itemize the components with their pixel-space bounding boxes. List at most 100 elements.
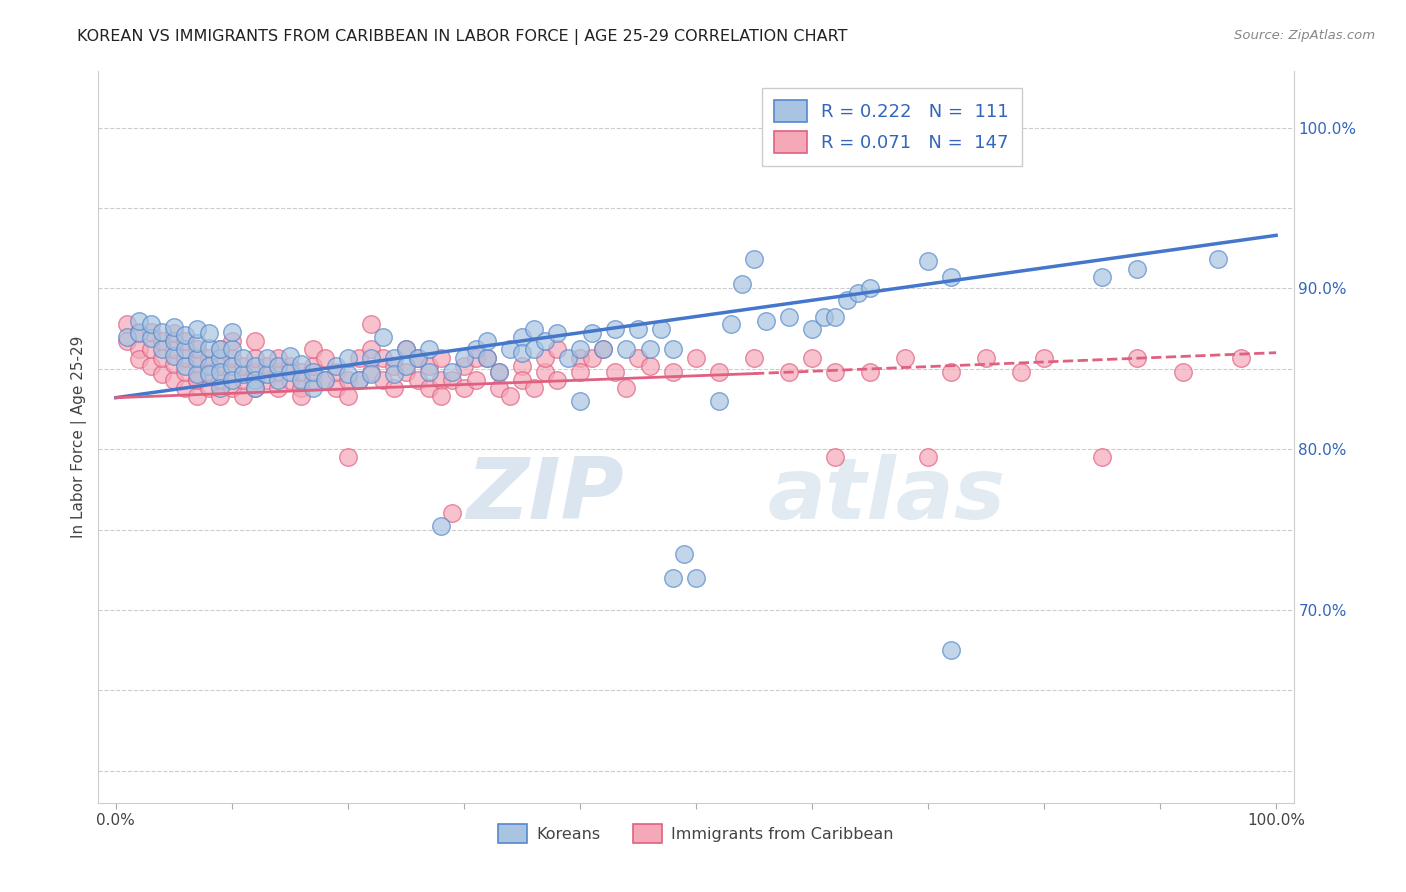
- Point: [256, 373, 278, 387]
- Point: [418, 359, 440, 373]
- Point: [395, 365, 418, 379]
- Point: [709, 393, 731, 408]
- Point: [661, 343, 683, 357]
- Point: [232, 389, 254, 403]
- Point: [163, 357, 186, 371]
- Point: [360, 351, 382, 365]
- Point: [209, 351, 232, 365]
- Point: [614, 343, 637, 357]
- Point: [1010, 365, 1032, 379]
- Point: [186, 343, 208, 357]
- Point: [209, 343, 232, 357]
- Point: [163, 373, 186, 387]
- Point: [221, 343, 243, 357]
- Point: [278, 349, 301, 363]
- Point: [128, 325, 150, 339]
- Point: [395, 359, 418, 373]
- Point: [475, 351, 498, 365]
- Point: [349, 373, 371, 387]
- Point: [150, 367, 173, 381]
- Point: [209, 381, 232, 395]
- Point: [720, 317, 742, 331]
- Point: [336, 450, 359, 465]
- Point: [371, 351, 394, 365]
- Point: [221, 334, 243, 349]
- Point: [813, 310, 835, 325]
- Point: [267, 359, 290, 373]
- Point: [546, 326, 568, 341]
- Point: [382, 359, 405, 373]
- Point: [150, 334, 173, 349]
- Point: [581, 326, 603, 341]
- Point: [395, 343, 418, 357]
- Point: [406, 351, 429, 365]
- Point: [243, 359, 266, 373]
- Point: [278, 365, 301, 379]
- Legend: Koreans, Immigrants from Caribbean: Koreans, Immigrants from Caribbean: [492, 817, 900, 850]
- Point: [441, 365, 464, 379]
- Point: [186, 373, 208, 387]
- Point: [221, 359, 243, 373]
- Point: [534, 351, 557, 365]
- Point: [488, 365, 510, 379]
- Point: [174, 381, 197, 395]
- Point: [1206, 252, 1229, 267]
- Point: [336, 389, 359, 403]
- Point: [163, 320, 186, 334]
- Point: [186, 351, 208, 365]
- Point: [418, 365, 440, 379]
- Text: atlas: atlas: [768, 454, 1005, 537]
- Point: [429, 373, 451, 387]
- Point: [302, 381, 325, 395]
- Point: [243, 351, 266, 365]
- Point: [186, 389, 208, 403]
- Point: [592, 343, 614, 357]
- Point: [243, 334, 266, 349]
- Point: [510, 359, 533, 373]
- Point: [232, 351, 254, 365]
- Point: [894, 351, 917, 365]
- Point: [778, 365, 800, 379]
- Point: [209, 365, 232, 379]
- Point: [209, 343, 232, 357]
- Point: [406, 351, 429, 365]
- Point: [290, 381, 312, 395]
- Point: [221, 325, 243, 339]
- Point: [150, 325, 173, 339]
- Point: [243, 381, 266, 395]
- Point: [197, 359, 219, 373]
- Point: [128, 352, 150, 367]
- Point: [441, 373, 464, 387]
- Point: [835, 293, 858, 307]
- Point: [360, 367, 382, 381]
- Point: [117, 317, 139, 331]
- Point: [336, 367, 359, 381]
- Point: [267, 351, 290, 365]
- Point: [453, 359, 475, 373]
- Point: [150, 351, 173, 365]
- Point: [278, 359, 301, 373]
- Point: [1126, 262, 1149, 277]
- Point: [382, 381, 405, 395]
- Point: [1091, 450, 1114, 465]
- Point: [186, 321, 208, 335]
- Point: [256, 351, 278, 365]
- Point: [685, 351, 707, 365]
- Point: [429, 389, 451, 403]
- Point: [290, 373, 312, 387]
- Point: [186, 373, 208, 387]
- Point: [742, 351, 765, 365]
- Point: [453, 381, 475, 395]
- Point: [859, 365, 882, 379]
- Point: [1091, 270, 1114, 285]
- Point: [163, 334, 186, 349]
- Point: [197, 365, 219, 379]
- Point: [557, 351, 579, 365]
- Point: [243, 373, 266, 387]
- Point: [360, 317, 382, 331]
- Point: [174, 328, 197, 343]
- Point: [1126, 351, 1149, 365]
- Point: [801, 351, 824, 365]
- Point: [360, 365, 382, 379]
- Point: [139, 343, 162, 357]
